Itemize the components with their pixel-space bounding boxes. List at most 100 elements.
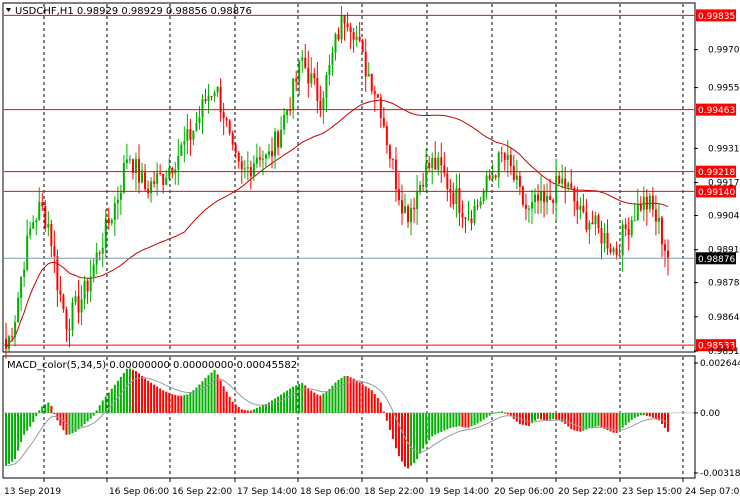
candle-body: [570, 183, 573, 188]
price-panel[interactable]: [2, 2, 696, 353]
candle-body: [588, 222, 591, 230]
macd-bar: [246, 410, 249, 413]
candle-body: [204, 99, 207, 102]
candle-body: [322, 97, 325, 110]
candle-body: [29, 228, 32, 236]
macd-bar: [449, 412, 452, 428]
macd-bar: [603, 412, 606, 429]
candle-body: [491, 175, 494, 179]
candle-body: [597, 215, 600, 229]
candle-body: [546, 196, 549, 203]
macd-bar: [292, 386, 295, 413]
macd-bar: [222, 386, 225, 413]
candle-body: [213, 92, 216, 97]
macd-bar: [521, 412, 524, 425]
macd-bar: [225, 391, 228, 413]
candle-body: [237, 152, 240, 162]
macd-bar: [564, 412, 567, 424]
macd-bar: [455, 412, 458, 427]
candle-body: [582, 205, 585, 212]
candle-body: [657, 217, 660, 222]
candle-body: [71, 302, 74, 331]
macd-bar: [497, 411, 500, 413]
candle-body: [446, 173, 449, 189]
macd-bar: [104, 396, 107, 413]
candle-body: [482, 190, 485, 202]
candle-body: [485, 175, 488, 191]
macd-bar: [582, 412, 585, 431]
macd-bar: [530, 412, 533, 424]
macd-bar: [237, 407, 240, 413]
candle-body: [609, 248, 612, 253]
macd-bar: [367, 388, 370, 413]
macd-bar: [59, 412, 62, 426]
macd-bar: [488, 412, 491, 416]
candle-body: [521, 186, 524, 205]
candle-body: [26, 235, 29, 270]
candle-body: [473, 205, 476, 223]
candle-body: [264, 154, 267, 159]
macd-bar: [110, 388, 113, 413]
macd-bar: [83, 412, 86, 425]
macd-bar: [500, 411, 503, 413]
macd-tick-label: 0.0026447: [700, 359, 740, 369]
candle-body: [153, 181, 156, 184]
macd-bar: [243, 409, 246, 413]
macd-bar: [340, 377, 343, 413]
macd-bar: [331, 385, 334, 413]
macd-bar: [491, 412, 494, 414]
chart-header-icon: [6, 8, 11, 12]
macd-bar: [630, 412, 633, 420]
candle-body: [47, 224, 50, 228]
time-tick-label: 18 Sep 22:00: [364, 487, 424, 497]
candle-body: [77, 296, 80, 313]
time-tick-label: 19 Sep 14:00: [429, 487, 489, 497]
candle-body: [455, 188, 458, 205]
macd-bar: [388, 412, 391, 430]
candle-body: [419, 184, 422, 193]
macd-bar: [416, 412, 419, 460]
macd-bar: [301, 382, 304, 413]
candle-body: [228, 120, 231, 134]
candle-body: [404, 206, 407, 214]
candle-body: [119, 192, 122, 200]
candle-body: [364, 51, 367, 77]
candle-body: [428, 162, 431, 168]
macd-bar: [591, 412, 594, 428]
macd-bar: [113, 384, 116, 413]
level-tag-label: 0.99140: [698, 188, 735, 198]
candle-body: [600, 228, 603, 244]
candle-body: [585, 211, 588, 230]
candle-body: [5, 338, 7, 349]
macd-bar: [68, 412, 71, 435]
macd-bar: [286, 390, 289, 413]
macd-bar: [77, 412, 80, 430]
time-tick-label: 16 Sep 06:00: [109, 487, 169, 497]
macd-bar: [119, 376, 122, 413]
horizontal-levels[interactable]: 0.99835 0.99463 0.99218 0.99140 0.98533: [4, 9, 736, 352]
candle-body: [313, 73, 316, 78]
time-tick-label: 20 Sep 22:00: [558, 487, 618, 497]
candle-body: [660, 217, 663, 245]
level-tag-label: 0.99463: [698, 106, 735, 116]
macd-bar: [186, 394, 189, 413]
candle-body: [467, 218, 470, 220]
candle-body: [98, 252, 101, 254]
macd-bar: [150, 382, 153, 413]
candle-body: [219, 87, 222, 113]
candle-body: [8, 336, 11, 349]
time-tick-label: 23 Sep 15:00: [622, 487, 682, 497]
candle-body: [198, 117, 201, 124]
candle-body: [352, 32, 355, 40]
candle-body: [385, 126, 388, 146]
macd-bar: [576, 412, 579, 432]
macd-bar: [207, 375, 210, 413]
macd-bar: [313, 392, 316, 413]
macd-bar: [376, 398, 379, 413]
macd-bar: [11, 412, 14, 462]
candle-body: [376, 94, 379, 98]
candle-body: [449, 188, 452, 193]
